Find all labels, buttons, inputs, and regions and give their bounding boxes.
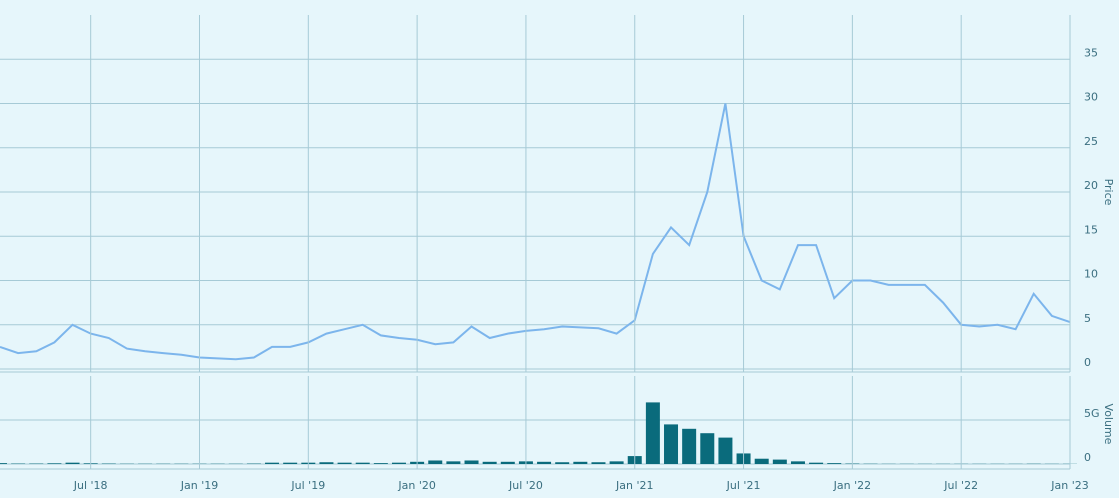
- volume-bar: [537, 461, 552, 464]
- volume-bar: [283, 462, 298, 464]
- x-tick-label: Jan '21: [615, 479, 653, 492]
- volume-axis-title: Volume: [1102, 404, 1115, 445]
- volume-bar: [355, 462, 370, 464]
- y-tick-label: 20: [1084, 179, 1098, 192]
- volume-bar: [319, 462, 334, 464]
- x-tick-label: Jan '19: [180, 479, 218, 492]
- y-tick-label: 0: [1084, 451, 1091, 464]
- y-tick-label: 30: [1084, 91, 1098, 104]
- volume-bar: [47, 463, 62, 464]
- volume-bar: [500, 461, 515, 464]
- volume-bar: [555, 462, 570, 464]
- volume-bar: [809, 462, 824, 464]
- volume-bar: [591, 462, 606, 464]
- y-tick-label: 5: [1084, 312, 1091, 325]
- y-tick-label: 5G: [1084, 407, 1100, 420]
- x-tick-label: Jul '19: [290, 479, 325, 492]
- y-tick-label: 10: [1084, 268, 1098, 281]
- volume-bar: [827, 463, 842, 464]
- volume-bar: [645, 402, 660, 464]
- x-tick-label: Jan '20: [397, 479, 435, 492]
- y-tick-label: 35: [1084, 46, 1098, 59]
- volume-bar: [0, 463, 7, 464]
- volume-bar: [482, 461, 497, 464]
- volume-bar: [682, 428, 697, 464]
- volume-bar: [772, 459, 787, 464]
- volume-bar: [573, 461, 588, 464]
- volume-bar: [664, 424, 679, 464]
- y-tick-label: 25: [1084, 135, 1098, 148]
- x-tick-label: Jan '23: [1050, 479, 1088, 492]
- volume-bar: [464, 460, 479, 464]
- volume-bar: [790, 461, 805, 464]
- volume-bar: [700, 433, 715, 464]
- price-axis-title: Price: [1102, 179, 1115, 206]
- y-tick-label: 0: [1084, 356, 1091, 369]
- volume-bar: [718, 437, 733, 464]
- y-tick-label: 15: [1084, 223, 1098, 236]
- volume-bar: [65, 462, 80, 464]
- x-tick-label: Jul '21: [726, 479, 761, 492]
- volume-bar: [265, 462, 280, 464]
- price-line: [0, 103, 1071, 361]
- volume-bar: [373, 463, 388, 464]
- volume-bar: [446, 461, 461, 464]
- volume-bar: [337, 462, 352, 464]
- x-tick-label: Jul '22: [943, 479, 978, 492]
- x-tick-label: Jul '20: [508, 479, 543, 492]
- volume-bar: [428, 460, 443, 464]
- volume-bar: [391, 462, 406, 464]
- x-tick-label: Jul '18: [73, 479, 108, 492]
- volume-bar: [754, 458, 769, 464]
- x-tick-label: Jan '22: [833, 479, 871, 492]
- volume-bar: [609, 461, 624, 464]
